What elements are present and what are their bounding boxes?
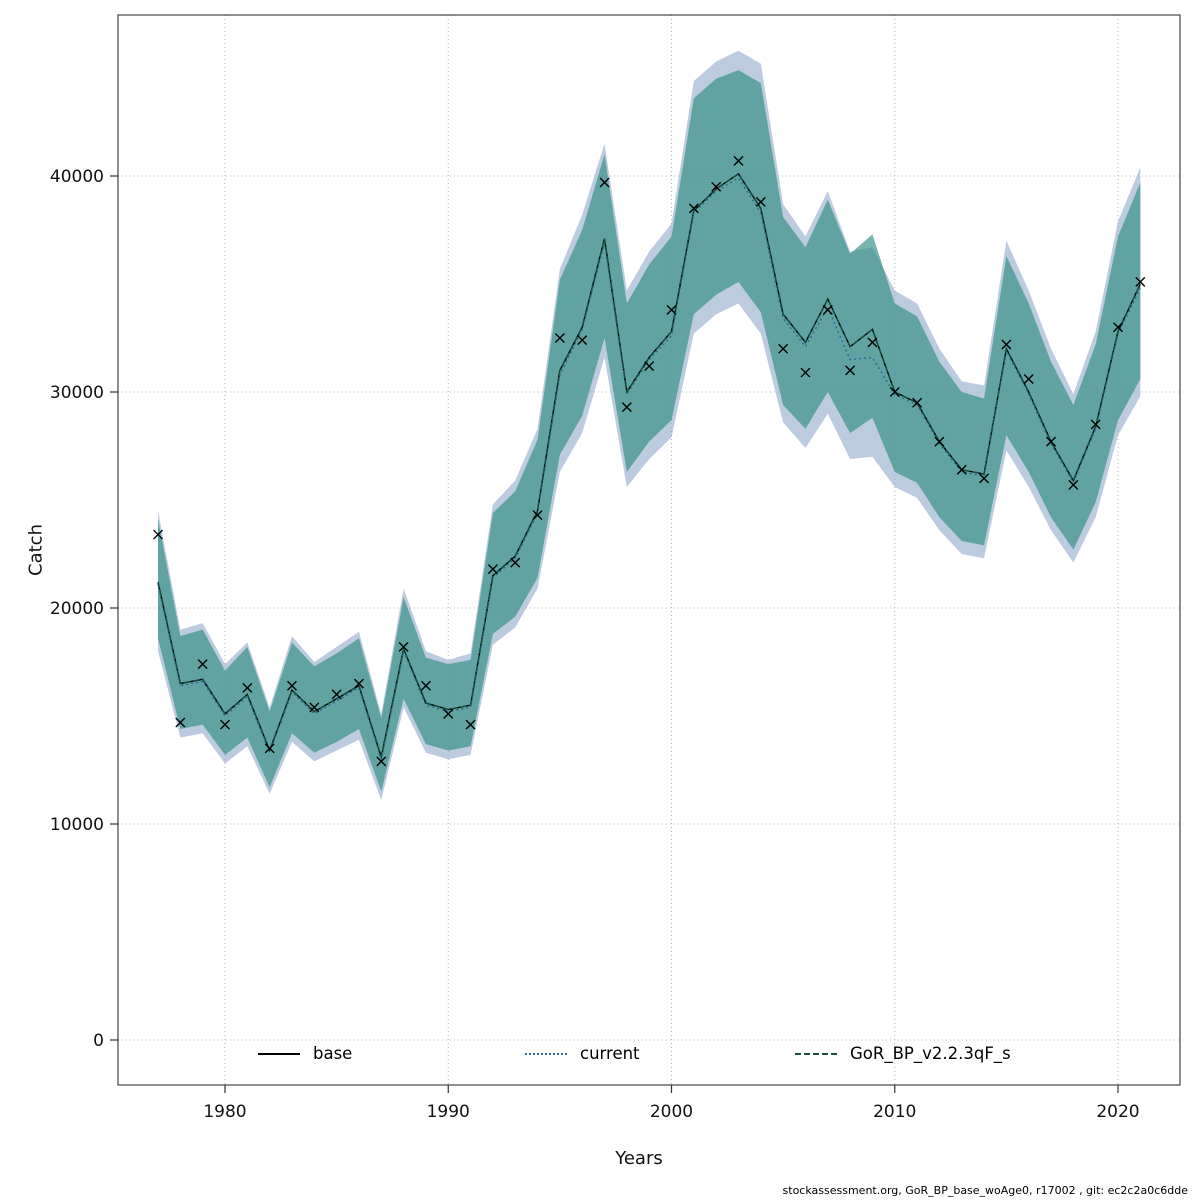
- svg-text:10000: 10000: [50, 815, 104, 835]
- footer-attribution: stockassessment.org, GoR_BP_base_woAge0,…: [782, 1184, 1188, 1197]
- legend-label-current: current: [580, 1044, 640, 1063]
- svg-text:2020: 2020: [1096, 1102, 1139, 1122]
- svg-text:20000: 20000: [50, 599, 104, 619]
- legend-item-gor: GoR_BP_v2.2.3qF_s: [795, 1044, 1011, 1063]
- x-axis-title: Years: [615, 1148, 663, 1169]
- legend-item-base: base: [258, 1044, 352, 1063]
- legend-line-current-icon: [525, 1052, 567, 1055]
- svg-text:1980: 1980: [203, 1102, 246, 1122]
- svg-text:40000: 40000: [50, 167, 104, 187]
- svg-text:2000: 2000: [650, 1102, 693, 1122]
- legend-item-current: current: [525, 1044, 640, 1063]
- legend-label-gor: GoR_BP_v2.2.3qF_s: [850, 1044, 1011, 1063]
- y-axis-title: Catch: [25, 524, 47, 576]
- svg-text:30000: 30000: [50, 383, 104, 403]
- svg-text:1990: 1990: [427, 1102, 470, 1122]
- svg-text:0: 0: [93, 1031, 104, 1051]
- legend: base current GoR_BP_v2.2.3qF_s: [118, 1044, 1180, 1074]
- legend-line-base-icon: [258, 1052, 300, 1055]
- legend-line-gor-icon: [795, 1052, 837, 1055]
- legend-label-base: base: [313, 1044, 353, 1063]
- svg-text:2010: 2010: [873, 1102, 916, 1122]
